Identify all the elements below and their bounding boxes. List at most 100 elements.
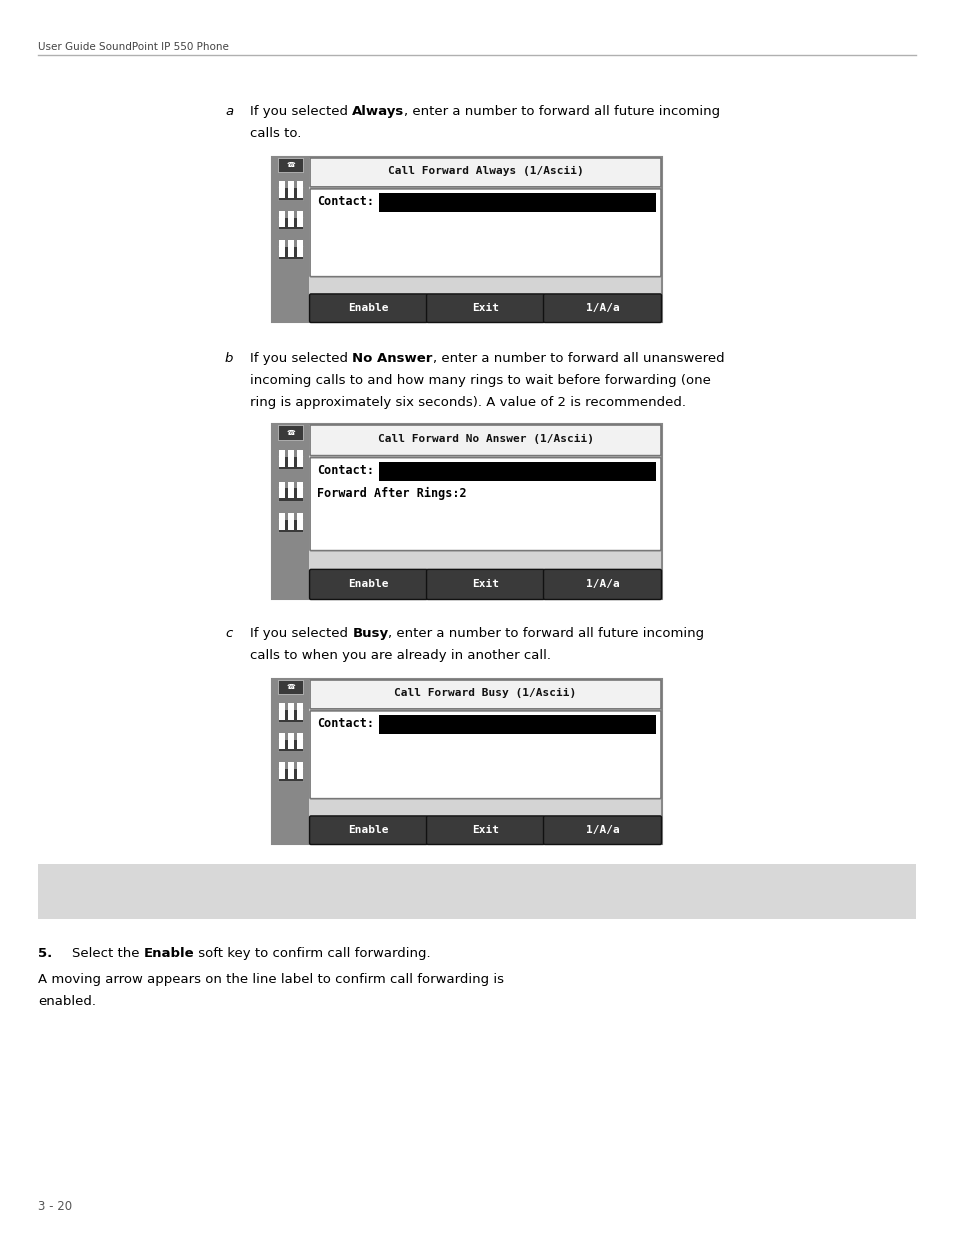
Text: If you selected: If you selected	[250, 352, 352, 366]
Bar	[279, 709, 285, 714]
Bar	[277, 186, 303, 200]
Bar	[279, 186, 285, 193]
Text: Exit: Exit	[472, 825, 498, 835]
Bar	[272, 424, 661, 599]
Text: A moving arrow appears on the line label to confirm call forwarding is: A moving arrow appears on the line label…	[38, 973, 503, 986]
Bar	[297, 221, 303, 227]
FancyBboxPatch shape	[543, 294, 660, 322]
FancyBboxPatch shape	[310, 458, 660, 551]
Bar	[288, 182, 294, 186]
Bar	[277, 456, 303, 469]
Bar	[297, 768, 303, 773]
Text: Enable: Enable	[348, 304, 389, 314]
Bar	[297, 251, 303, 257]
Bar	[279, 482, 285, 488]
Bar	[279, 487, 285, 493]
Text: If you selected: If you selected	[250, 105, 352, 119]
Bar	[288, 216, 294, 222]
Text: Busy: Busy	[352, 627, 388, 640]
Bar	[279, 762, 285, 768]
FancyBboxPatch shape	[310, 711, 660, 799]
Bar	[288, 739, 294, 743]
FancyBboxPatch shape	[310, 680, 660, 709]
Text: Exit: Exit	[472, 304, 498, 314]
Bar	[277, 158, 303, 173]
FancyBboxPatch shape	[543, 816, 660, 845]
Bar	[279, 211, 285, 216]
Bar	[288, 524, 294, 530]
FancyBboxPatch shape	[310, 425, 660, 456]
Text: 1/A/a: 1/A/a	[585, 579, 618, 589]
Text: soft key to confirm call forwarding.: soft key to confirm call forwarding.	[194, 947, 431, 960]
Bar	[279, 739, 285, 743]
Bar	[279, 182, 285, 186]
Bar	[279, 246, 285, 252]
Text: , enter a number to forward all future incoming: , enter a number to forward all future i…	[404, 105, 720, 119]
Bar	[297, 519, 303, 525]
Bar	[297, 709, 303, 714]
Bar	[279, 768, 285, 773]
Bar	[272, 679, 309, 844]
Text: Contact:: Contact:	[316, 195, 374, 209]
Bar	[288, 482, 294, 488]
Bar	[279, 451, 285, 456]
Bar	[297, 456, 303, 462]
Bar	[378, 193, 656, 212]
Text: calls to.: calls to.	[250, 127, 301, 140]
FancyBboxPatch shape	[426, 816, 544, 845]
Bar	[297, 773, 303, 779]
Bar	[378, 462, 656, 480]
Text: User Guide SoundPoint IP 550 Phone: User Guide SoundPoint IP 550 Phone	[38, 42, 229, 52]
Bar	[272, 679, 661, 844]
Bar	[288, 186, 294, 193]
Bar	[279, 461, 285, 467]
Text: 1/A/a: 1/A/a	[585, 825, 618, 835]
Bar	[279, 191, 285, 198]
Bar	[272, 424, 309, 599]
Bar	[279, 216, 285, 222]
Text: ☎: ☎	[286, 684, 294, 690]
Text: Call Forward Busy (1/Ascii): Call Forward Busy (1/Ascii)	[394, 688, 576, 699]
Bar	[288, 191, 294, 198]
Text: 5.: 5.	[38, 947, 52, 960]
Bar	[277, 247, 303, 259]
Bar	[288, 461, 294, 467]
Bar	[288, 221, 294, 227]
Text: Exit: Exit	[472, 579, 498, 589]
Bar	[297, 487, 303, 493]
Text: Enable: Enable	[348, 579, 389, 589]
Bar	[277, 426, 303, 441]
Text: 1/A/a: 1/A/a	[585, 304, 618, 314]
Text: a: a	[225, 105, 233, 119]
Bar	[297, 182, 303, 186]
Text: enabled.: enabled.	[38, 995, 96, 1008]
Bar	[288, 714, 294, 720]
Bar	[288, 487, 294, 493]
Text: c: c	[225, 627, 232, 640]
Text: ring is approximately six seconds). A value of 2 is recommended.: ring is approximately six seconds). A va…	[250, 396, 685, 409]
Text: Select the: Select the	[71, 947, 144, 960]
Bar	[297, 186, 303, 193]
Bar	[297, 482, 303, 488]
Text: If you selected: If you selected	[250, 627, 352, 640]
Bar	[297, 451, 303, 456]
Text: Call Forward No Answer (1/Ascii): Call Forward No Answer (1/Ascii)	[377, 435, 593, 445]
Bar	[288, 709, 294, 714]
Bar	[297, 524, 303, 530]
Bar	[288, 743, 294, 750]
Bar	[279, 456, 285, 462]
Bar	[297, 493, 303, 499]
Bar	[288, 241, 294, 246]
FancyBboxPatch shape	[309, 294, 427, 322]
Bar	[297, 743, 303, 750]
Bar	[288, 762, 294, 768]
Bar	[297, 514, 303, 519]
Text: 3 - 20: 3 - 20	[38, 1200, 72, 1213]
Bar	[297, 246, 303, 252]
Bar	[288, 493, 294, 499]
FancyBboxPatch shape	[310, 158, 660, 186]
Bar	[279, 514, 285, 519]
Text: Contact:: Contact:	[316, 718, 374, 730]
Bar	[279, 493, 285, 499]
Bar	[288, 519, 294, 525]
